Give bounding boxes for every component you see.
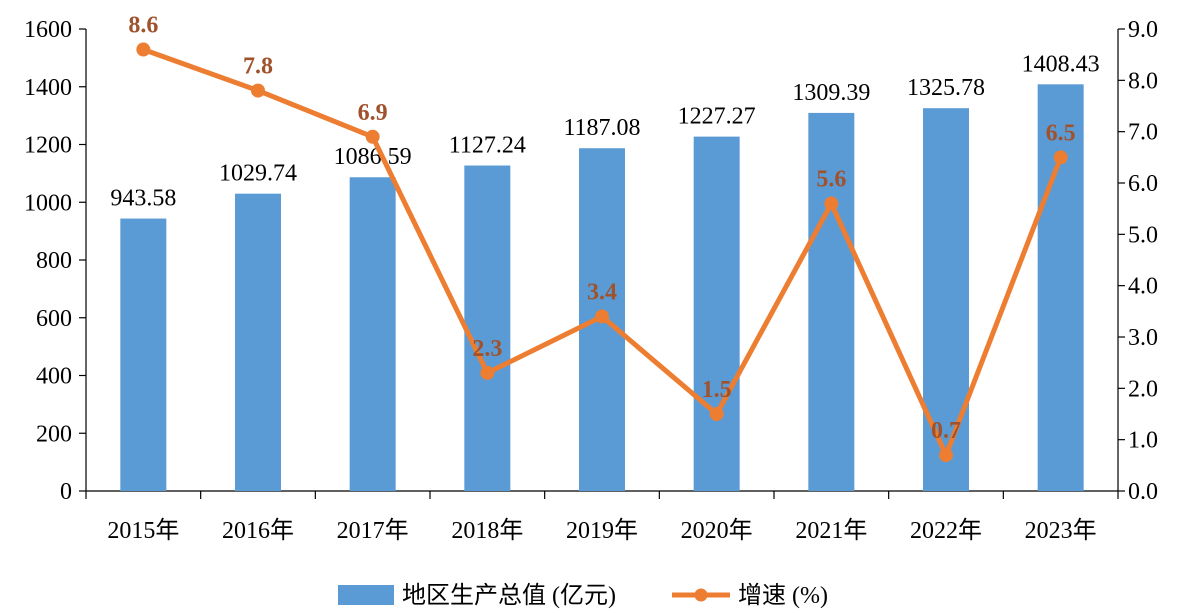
- legend-label-gdp: 地区生产总值 (亿元): [402, 582, 616, 609]
- bar-data-label: 1127.24: [449, 133, 526, 159]
- growth-point: [136, 42, 151, 57]
- y-left-tick-label: 800: [36, 248, 72, 274]
- y-right-tick-label: 3.0: [1128, 325, 1158, 351]
- growth-point: [709, 407, 724, 421]
- y-left-tick-label: 200: [36, 421, 72, 447]
- x-tick-label: 2016年: [222, 517, 294, 544]
- growth-data-label: 8.6: [128, 13, 158, 39]
- bar-data-label: 1227.27: [678, 104, 756, 130]
- y-left-tick-label: 1200: [24, 133, 72, 159]
- bar: [693, 136, 740, 491]
- bar: [349, 177, 396, 491]
- y-right-tick-label: 0.0: [1128, 479, 1158, 505]
- growth-point: [251, 83, 265, 98]
- y-left-tick-label: 400: [36, 364, 72, 390]
- legend: 地区生产总值 (亿元) 增速 (%): [338, 582, 828, 609]
- axes: 0 200 400 600 800 1000 1200 1400 1600 0.0 1.0 2.0 3.…: [24, 17, 1158, 544]
- legend-label-growth: 增速 (%): [738, 582, 828, 609]
- bars: [120, 84, 1084, 492]
- y-right-tick-label: 2.0: [1128, 376, 1158, 402]
- bar-data-label: 943.58: [110, 186, 176, 212]
- bar: [120, 218, 167, 492]
- growth-data-label: 6.9: [358, 100, 388, 126]
- growth-point: [365, 129, 380, 144]
- y-left-tick-label: 1000: [24, 190, 72, 216]
- y-left-tick-label: 0: [60, 479, 72, 505]
- x-tick-label: 2015年: [107, 517, 179, 544]
- growth-line: 8.6 7.8 6.9 2.3 3.4 1.5 5.6 0.7 6.5: [128, 13, 1076, 463]
- bar-data-label: 1408.43: [1022, 51, 1100, 77]
- bar-data-label: 1086.59: [334, 144, 412, 170]
- y-right-tick-label: 9.0: [1128, 17, 1158, 43]
- bar: [464, 165, 511, 491]
- growth-data-label: 7.8: [243, 54, 273, 80]
- growth-data-label: 5.6: [816, 167, 846, 193]
- legend-swatch-gdp: [338, 585, 394, 605]
- growth-point: [480, 365, 495, 380]
- bar-data-label: 1309.39: [792, 80, 870, 106]
- growth-data-label: 1.5: [702, 377, 732, 403]
- growth-data-label: 2.3: [472, 336, 502, 362]
- y-left-tick-label: 600: [36, 306, 72, 332]
- growth-point: [824, 196, 839, 211]
- y-left-tick-label: 1400: [24, 75, 72, 101]
- growth-point: [595, 309, 609, 324]
- growth-point: [1053, 150, 1068, 165]
- x-tick-label: 2020年: [681, 517, 753, 544]
- x-tick-label: 2023年: [1025, 517, 1097, 544]
- x-tick-label: 2022年: [910, 517, 982, 544]
- growth-point: [939, 448, 953, 463]
- x-tick-label: 2017年: [337, 517, 409, 544]
- bar-data-label: 1325.78: [907, 75, 985, 101]
- bar: [235, 193, 281, 491]
- y-right-tick-label: 7.0: [1128, 120, 1158, 146]
- bar-labels: 943.58 1029.74 1086.59 1127.24 1187.08 1227.2…: [110, 51, 1099, 211]
- y-right-tick-label: 6.0: [1128, 171, 1158, 197]
- growth-data-label: 6.5: [1046, 120, 1076, 146]
- y-right-tick-label: 5.0: [1128, 222, 1158, 248]
- growth-data-label: 0.7: [931, 418, 961, 444]
- x-tick-label: 2018年: [451, 517, 523, 544]
- y-right-tick-label: 8.0: [1128, 68, 1158, 94]
- legend-swatch-growth-marker: [694, 588, 708, 602]
- growth-data-label: 3.4: [587, 279, 617, 305]
- bar-data-label: 1029.74: [219, 161, 297, 187]
- x-tick-label: 2019年: [566, 517, 638, 544]
- bar-data-label: 1187.08: [563, 115, 640, 141]
- x-tick-label: 2021年: [795, 517, 867, 544]
- bar: [808, 112, 855, 491]
- y-right-tick-label: 1.0: [1128, 428, 1158, 454]
- y-left-tick-label: 1600: [24, 17, 72, 43]
- y-right-tick-label: 4.0: [1128, 274, 1158, 300]
